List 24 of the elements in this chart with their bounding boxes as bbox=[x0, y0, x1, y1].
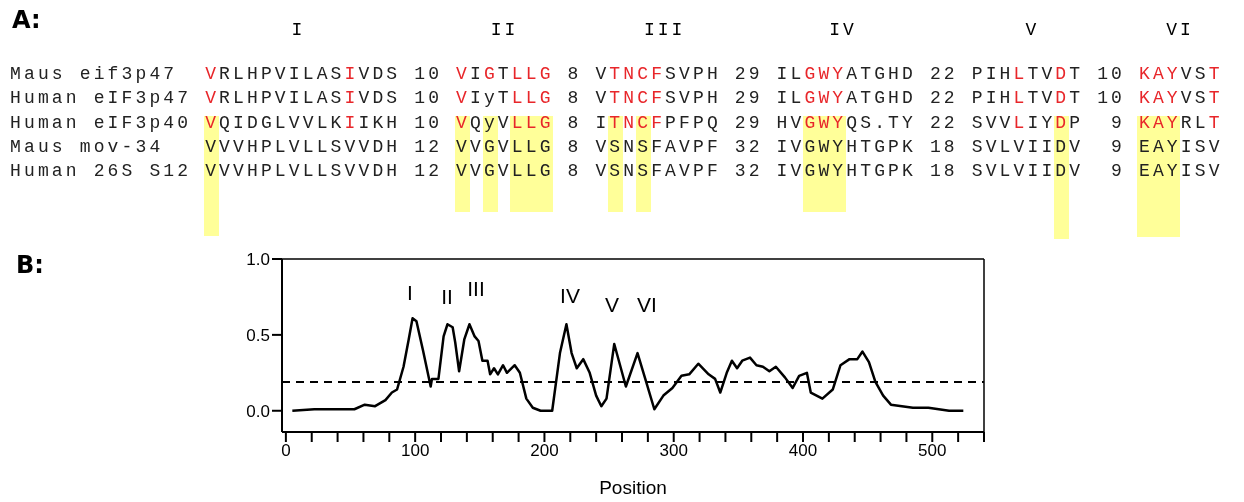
annotation: VI bbox=[637, 293, 657, 316]
annotation: V bbox=[604, 293, 619, 316]
text: A: bbox=[12, 6, 41, 34]
x-tick-label: 500 bbox=[918, 441, 947, 461]
x-tick-label: 0 bbox=[281, 441, 291, 461]
x-tick-label: 200 bbox=[530, 441, 559, 461]
category-label: I bbox=[290, 20, 307, 40]
annotation: I bbox=[406, 280, 414, 306]
x-tick-label: 100 bbox=[400, 441, 430, 461]
y-tick-label: 1.0 bbox=[246, 250, 270, 270]
y-tick-label: 0.0 bbox=[246, 401, 270, 421]
category-label: IV bbox=[828, 20, 858, 40]
annotation: II bbox=[441, 285, 453, 308]
x-tick-label: 300 bbox=[659, 441, 688, 461]
annotation: IV bbox=[559, 283, 581, 309]
text: B: bbox=[15, 251, 45, 279]
category-label: V bbox=[1024, 20, 1041, 40]
x-axis-title: Position bbox=[599, 477, 667, 498]
y-tick-label: 0.5 bbox=[246, 325, 270, 345]
annotation: III bbox=[467, 277, 485, 300]
category-label: II bbox=[489, 20, 520, 40]
category-label: III bbox=[643, 20, 687, 40]
x-tick-label: 400 bbox=[788, 441, 818, 461]
category-label: VI bbox=[1165, 20, 1195, 40]
